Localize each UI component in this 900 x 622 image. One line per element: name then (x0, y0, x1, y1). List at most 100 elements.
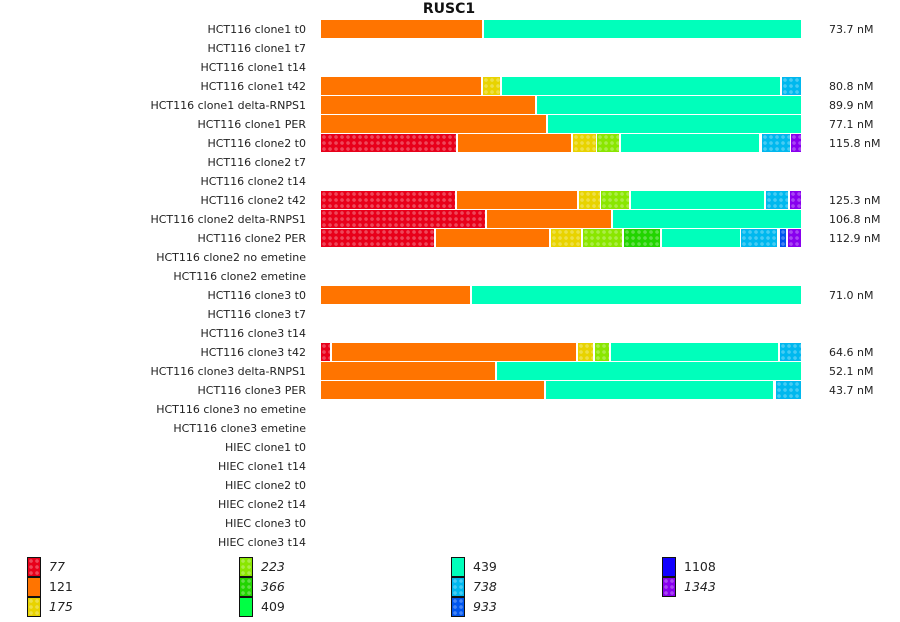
row-label: HCT116 clone1 delta-RNPS1 (150, 99, 306, 112)
row-total-value: 106.8 nM (829, 213, 881, 226)
bar-segment-738 (741, 229, 777, 247)
legend-label: 439 (473, 559, 497, 574)
bar-segment-439 (484, 20, 801, 38)
row-label: HCT116 clone2 PER (197, 232, 306, 245)
bar-segment-1343 (788, 229, 801, 247)
row-label: HCT116 clone1 PER (197, 118, 306, 131)
chart-row: HCT116 clone2 t7 (0, 153, 900, 172)
row-total-value: 80.8 nM (829, 80, 874, 93)
legend-label: 223 (261, 559, 285, 574)
bar-segment-223 (595, 343, 609, 361)
bar-segment-439 (662, 229, 740, 247)
bar-segment-439 (611, 343, 778, 361)
row-label: HCT116 clone3 no emetine (156, 403, 306, 416)
bar-segment-121 (321, 381, 544, 399)
legend-swatch-409 (239, 597, 253, 617)
chart-row: HCT116 clone2 PER 112.9 nM (0, 229, 900, 248)
chart-row: HIEC clone1 t0 (0, 438, 900, 457)
row-label: HCT116 clone2 t42 (200, 194, 306, 207)
chart-row: HCT116 clone2 no emetine (0, 248, 900, 267)
legend-label: 933 (473, 599, 497, 614)
chart-row: HCT116 clone3 t14 (0, 324, 900, 343)
legend-swatch-77 (27, 557, 41, 577)
legend: 77 121 175 223 366 409 439 738 933 1108 1343 (0, 557, 900, 622)
chart-row: HCT116 clone2 t14 (0, 172, 900, 191)
row-label: HCT116 clone3 delta-RNPS1 (150, 365, 306, 378)
legend-swatch-738 (451, 577, 465, 597)
bar-segment-121 (332, 343, 576, 361)
row-total-value: 64.6 nM (829, 346, 874, 359)
bar-segment-223 (597, 134, 619, 152)
legend-swatch-175 (27, 597, 41, 617)
row-label: HCT116 clone3 PER (197, 384, 306, 397)
stacked-bar (321, 286, 801, 304)
bar-segment-121 (321, 77, 481, 95)
bar-segment-121 (321, 286, 470, 304)
bar-segment-439 (613, 210, 801, 228)
bar-segment-223 (583, 229, 622, 247)
row-total-value: 52.1 nM (829, 365, 874, 378)
row-label: HIEC clone2 t0 (224, 479, 306, 492)
bar-segment-121 (457, 191, 577, 209)
bar-segment-121 (321, 115, 546, 133)
bar-segment-175 (578, 343, 593, 361)
row-label: HCT116 clone1 t42 (200, 80, 306, 93)
row-label: HCT116 clone2 t0 (207, 137, 306, 150)
row-total-value: 71.0 nM (829, 289, 874, 302)
row-label: HCT116 clone2 delta-RNPS1 (150, 213, 306, 226)
bar-segment-439 (502, 77, 780, 95)
chart-title: RUSC1 (422, 1, 476, 17)
bar-segment-121 (487, 210, 611, 228)
chart-row: HCT116 clone3 t7 (0, 305, 900, 324)
bar-segment-738 (766, 191, 788, 209)
chart-row: HCT116 clone3 t0 71.0 nM (0, 286, 900, 305)
legend-label: 175 (49, 599, 73, 614)
legend-label: 409 (261, 599, 285, 614)
row-label: HIEC clone1 t0 (224, 441, 306, 454)
chart-row: HCT116 clone3 PER 43.7 nM (0, 381, 900, 400)
chart-row: HCT116 clone3 emetine (0, 419, 900, 438)
bar-segment-1343 (791, 134, 801, 152)
legend-swatch-933 (451, 597, 465, 617)
row-label: HCT116 clone1 t7 (207, 42, 306, 55)
bar-segment-77 (321, 229, 434, 247)
legend-label: 1343 (684, 579, 716, 594)
chart-row: HCT116 clone1 t42 80.8 nM (0, 77, 900, 96)
stacked-bar (321, 362, 801, 380)
legend-swatch-1108 (662, 557, 676, 577)
legend-swatch-439 (451, 557, 465, 577)
bar-segment-77 (321, 210, 485, 228)
chart-row: HIEC clone2 t0 (0, 476, 900, 495)
chart-row: HCT116 clone1 t0 73.7 nM (0, 20, 900, 39)
row-total-value: 77.1 nM (829, 118, 874, 131)
bar-segment-738 (776, 381, 801, 399)
bar-segment-439 (631, 191, 764, 209)
row-total-value: 112.9 nM (829, 232, 881, 245)
chart-row: HCT116 clone1 PER 77.1 nM (0, 115, 900, 134)
stacked-bar (321, 229, 801, 247)
stacked-bar (321, 210, 801, 228)
stacked-bar (321, 191, 801, 209)
chart-row: HCT116 clone2 t42 125.3 nM (0, 191, 900, 210)
row-label: HCT116 clone3 t14 (200, 327, 306, 340)
stacked-bar (321, 134, 801, 152)
row-label: HIEC clone3 t0 (224, 517, 306, 530)
chart-row: HIEC clone2 t14 (0, 495, 900, 514)
row-total-value: 125.3 nM (829, 194, 881, 207)
stacked-bar (321, 381, 801, 399)
bar-segment-439 (621, 134, 759, 152)
legend-swatch-121 (27, 577, 41, 597)
bar-segment-933 (780, 229, 786, 247)
bar-segment-738 (782, 77, 801, 95)
chart-row: HCT116 clone3 no emetine (0, 400, 900, 419)
bar-segment-121 (436, 229, 549, 247)
bar-segment-175 (573, 134, 596, 152)
row-total-value: 89.9 nM (829, 99, 874, 112)
chart-row: HCT116 clone1 delta-RNPS1 89.9 nM (0, 96, 900, 115)
row-total-value: 43.7 nM (829, 384, 874, 397)
bar-segment-175 (483, 77, 500, 95)
legend-label: 1108 (684, 559, 716, 574)
legend-swatch-223 (239, 557, 253, 577)
row-label: HIEC clone2 t14 (217, 498, 306, 511)
legend-swatch-1343 (662, 577, 676, 597)
